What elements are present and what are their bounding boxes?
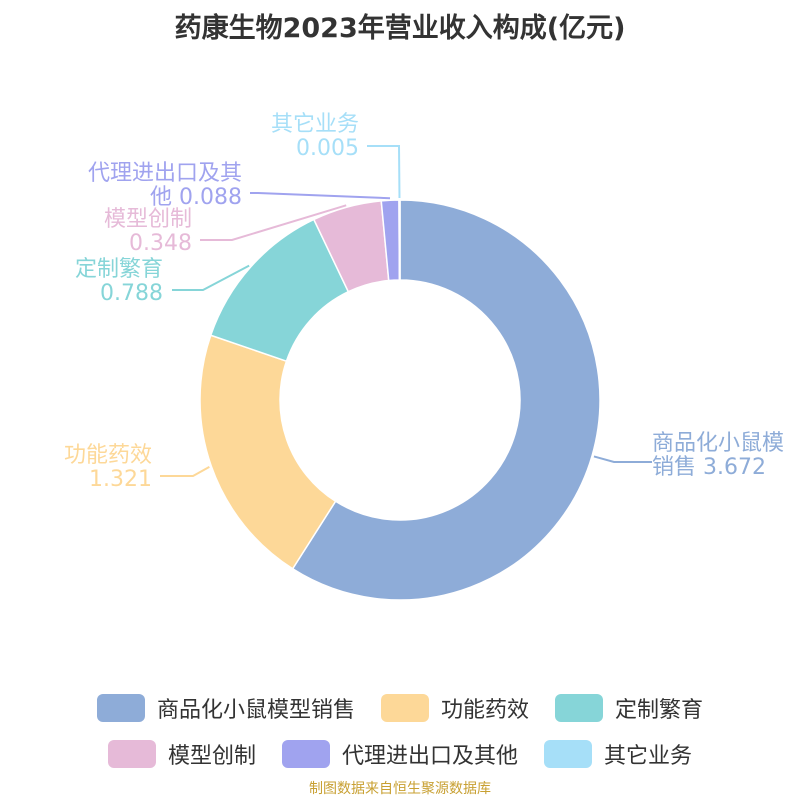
slice-label-4-line-2: 0.348 bbox=[129, 231, 192, 256]
legend-swatch bbox=[380, 694, 429, 722]
legend-item-3[interactable]: 定制繁育 bbox=[555, 692, 703, 724]
slice-label-6-line-2: 0.005 bbox=[296, 136, 359, 161]
source-note: 制图数据来自恒生聚源数据库 bbox=[309, 781, 491, 797]
leader-line-3 bbox=[172, 264, 250, 291]
slice-label-6-line-1: 其它业务 bbox=[271, 112, 359, 137]
legend-swatch bbox=[107, 740, 156, 768]
leader-line-5 bbox=[250, 192, 391, 200]
legend-row-1: 商品化小鼠模型销售 功能药效 定制繁育 bbox=[0, 692, 800, 724]
slice-1[interactable] bbox=[291, 199, 601, 601]
legend-item-4[interactable]: 模型创制 bbox=[107, 738, 256, 770]
legend-label: 其它业务 bbox=[604, 744, 693, 769]
legend-row-2: 模型创制 代理进出口及其他 其它业务 bbox=[0, 738, 800, 770]
legend-item-2[interactable]: 功能药效 bbox=[380, 692, 529, 724]
slice-label-4-line-1: 模型创制 bbox=[104, 207, 192, 232]
leader-line-2 bbox=[160, 465, 210, 477]
legend-swatch bbox=[281, 740, 330, 768]
legend-swatch bbox=[96, 694, 145, 722]
slice-2[interactable] bbox=[199, 334, 337, 570]
legend-swatch bbox=[544, 740, 592, 768]
slice-label-1-line-1: 商品化小鼠模 bbox=[652, 431, 784, 456]
legend-label: 商品化小鼠模型销售 bbox=[156, 698, 355, 723]
slice-6[interactable] bbox=[398, 199, 401, 281]
legend-label: 功能药效 bbox=[440, 698, 529, 723]
leader-line-6 bbox=[367, 145, 401, 199]
leader-line-4 bbox=[200, 204, 347, 241]
legend-item-5[interactable]: 代理进出口及其他 bbox=[281, 738, 518, 770]
legend-item-6[interactable]: 其它业务 bbox=[544, 738, 692, 770]
legend-label: 模型创制 bbox=[167, 744, 256, 769]
legend-swatch bbox=[555, 694, 603, 722]
slice-label-3-line-1: 定制繁育 bbox=[75, 257, 163, 282]
legend-label: 代理进出口及其他 bbox=[341, 744, 518, 769]
slice-label-2-line-1: 功能药效 bbox=[64, 443, 152, 468]
slice-label-5-line-1: 代理进出口及其 bbox=[88, 161, 242, 186]
slice-label-5-line-2: 他 0.088 bbox=[150, 185, 242, 210]
slice-label-1-line-2: 销售 3.672 bbox=[652, 455, 766, 480]
legend-label: 定制繁育 bbox=[615, 698, 704, 723]
slice-label-3-line-2: 0.788 bbox=[100, 281, 163, 306]
slice-label-2-line-2: 1.321 bbox=[89, 467, 152, 492]
legend-item-1[interactable]: 商品化小鼠模型销售 bbox=[96, 692, 355, 724]
leader-line-1 bbox=[593, 455, 652, 463]
chart-title: 药康生物2023年营业收入构成(亿元) bbox=[174, 13, 626, 44]
